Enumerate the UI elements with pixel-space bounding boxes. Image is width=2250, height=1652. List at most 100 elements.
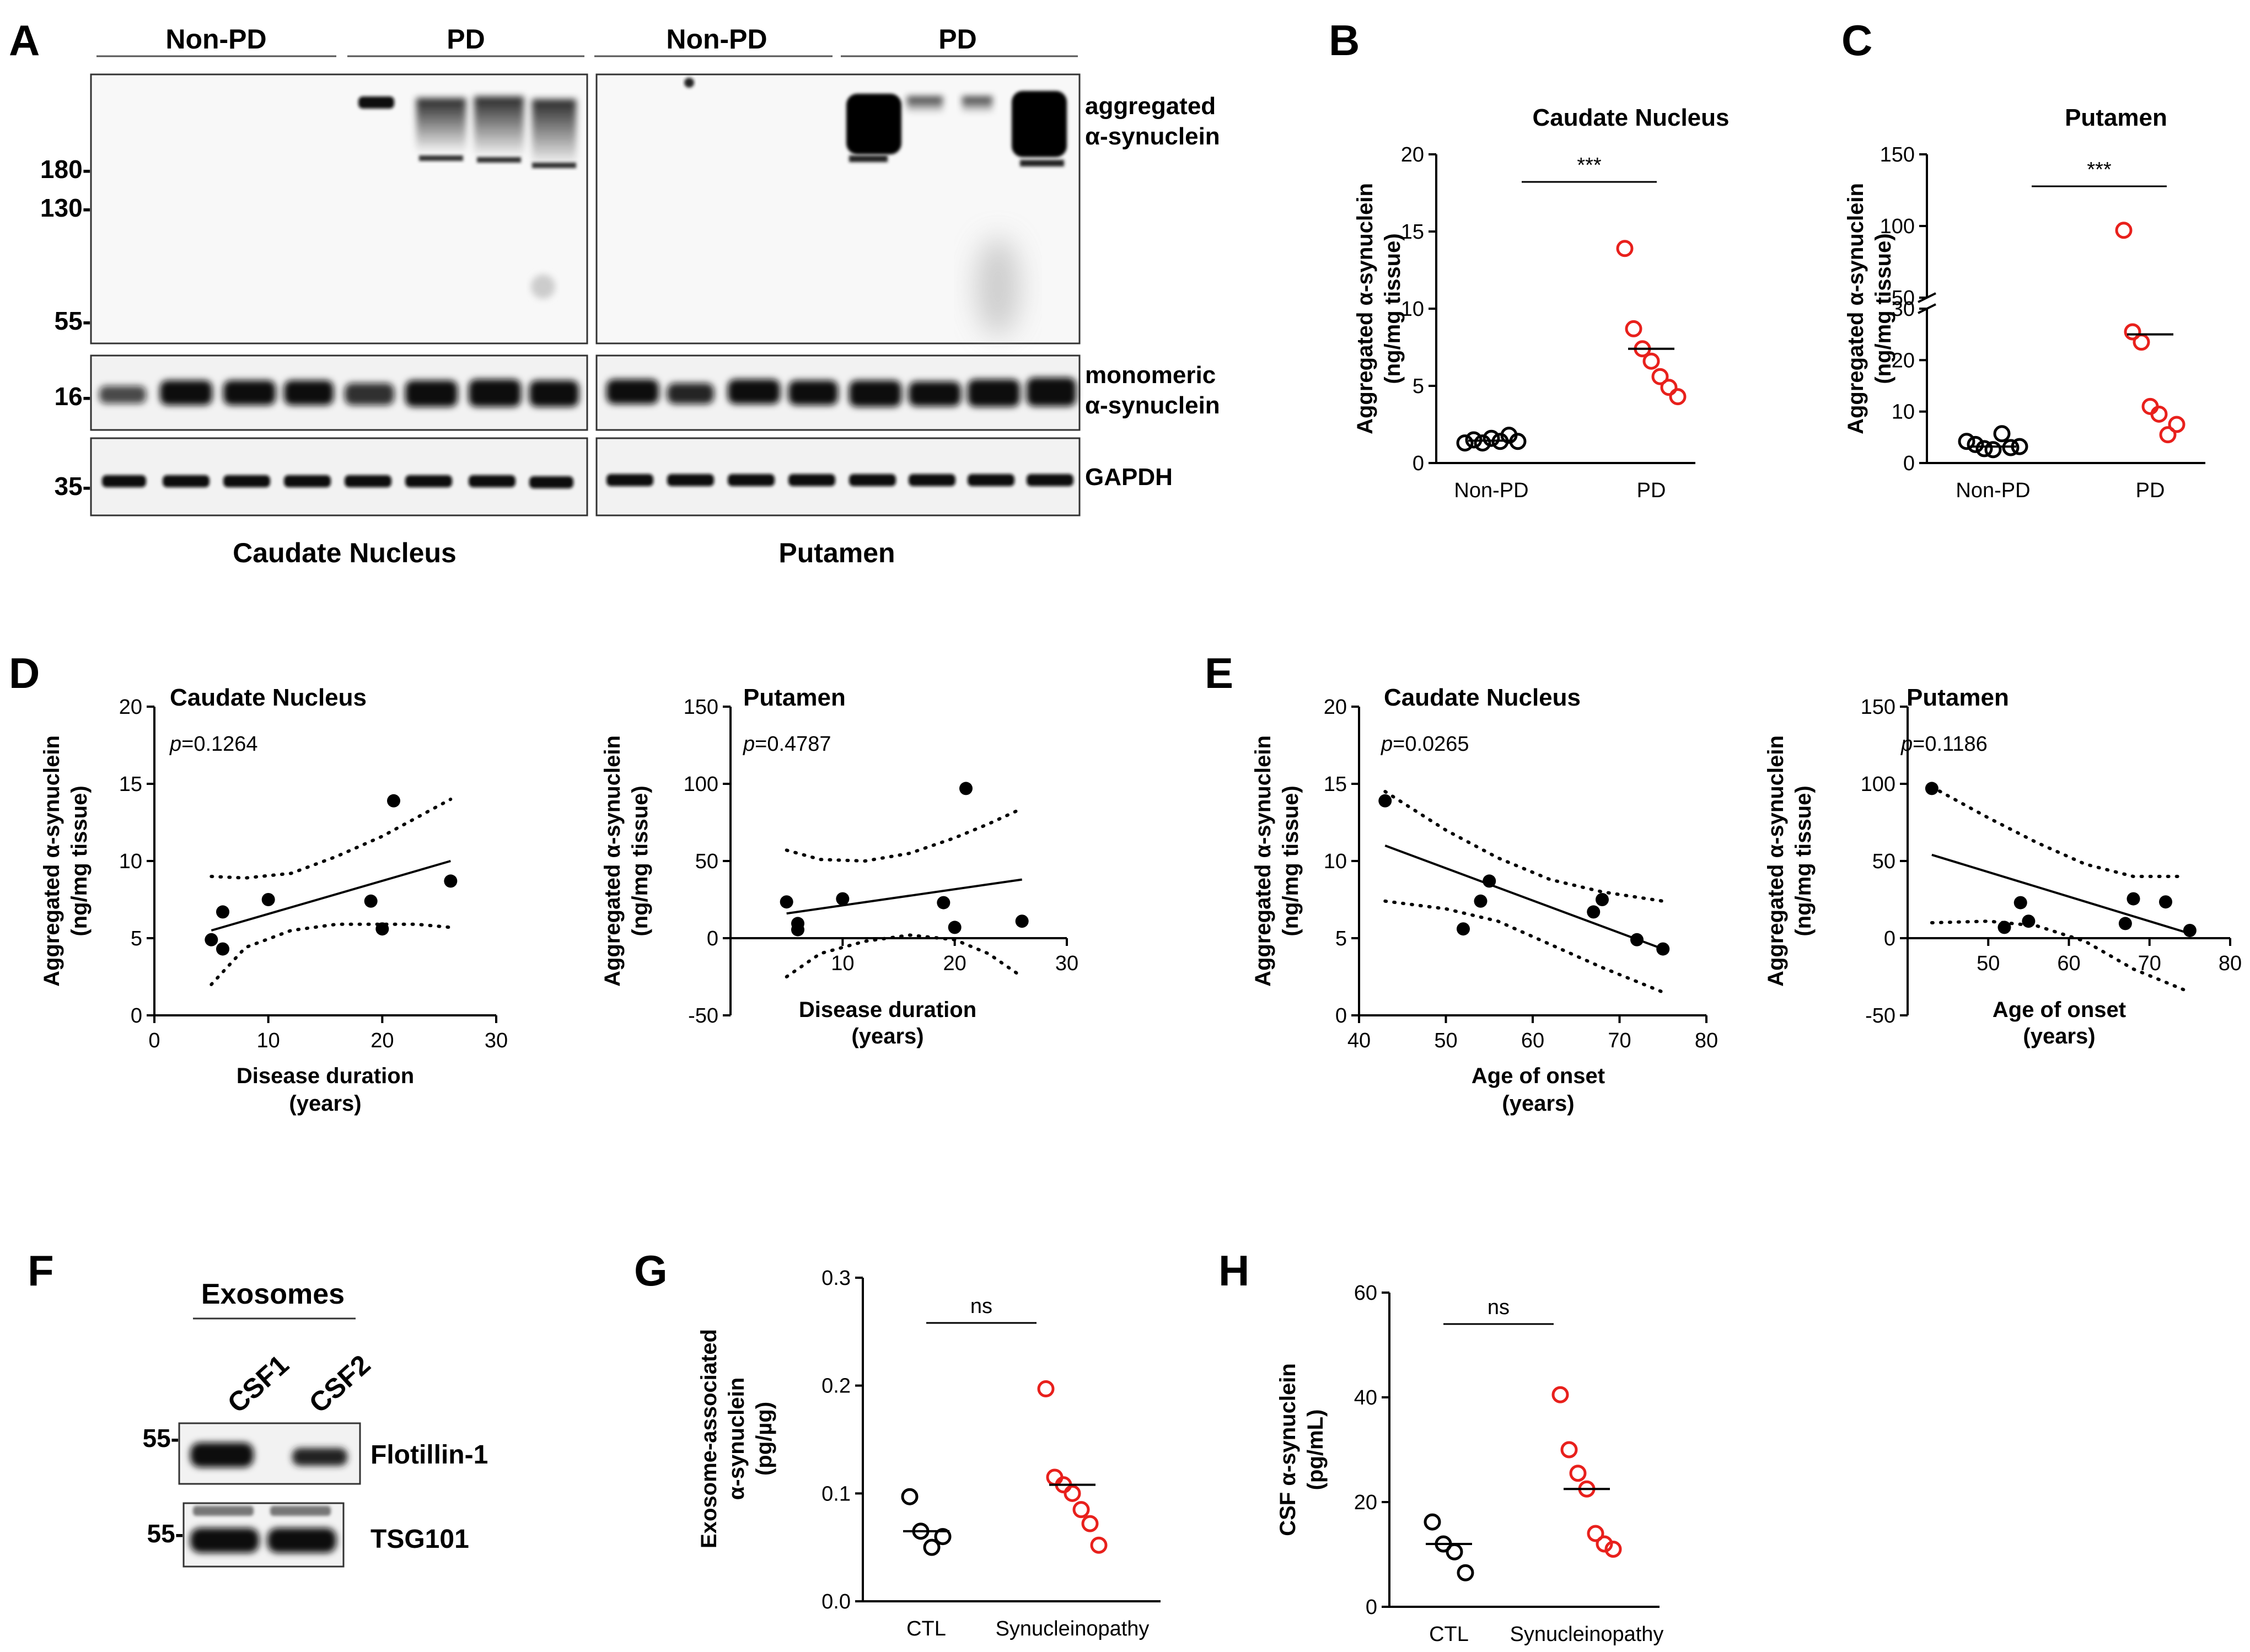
y-tick-label: 0 [1366, 1596, 1377, 1619]
band-label-flotillin: Flotillin-1 [370, 1440, 488, 1470]
blot-f-lane-label: CSF1 [222, 1349, 294, 1419]
mw-marker: 55- [55, 306, 91, 335]
y-tick-label: 0 [707, 927, 718, 950]
y-axis-label: (ng/mg tissue) [67, 785, 92, 936]
region-label: Caudate Nucleus [233, 537, 457, 568]
x-axis-label: (years) [289, 1091, 361, 1116]
data-point [1483, 874, 1496, 888]
regression-line [211, 860, 451, 932]
data-point [1446, 1543, 1463, 1560]
data-point [1656, 942, 1670, 956]
x-axis-label: Disease duration [799, 998, 976, 1022]
y-tick-label: -50 [688, 1004, 718, 1027]
y-tick-label: 0 [1413, 452, 1424, 475]
data-point [2159, 895, 2172, 909]
confidence-band-lower [785, 933, 1024, 978]
y-tick-label: 20 [1354, 1491, 1377, 1514]
chart-title: Caudate Nucleus [1533, 104, 1730, 131]
y-tick-label: 20 [1892, 349, 1915, 372]
x-axis-label: (years) [851, 1024, 923, 1048]
blot-f: Exosomes CSF1 CSF2 55- 55- Flotillin-1 T… [143, 1278, 488, 1568]
panel-label-h: H [1218, 1246, 1249, 1295]
blot-f-header: Exosomes [201, 1278, 345, 1310]
data-point [1984, 441, 2002, 459]
chart-title: Putamen [743, 684, 846, 711]
y-tick-label: 10 [1401, 298, 1424, 321]
significance-label: ns [970, 1295, 992, 1318]
x-tick-label: 80 [2219, 952, 2242, 975]
data-point [1015, 914, 1029, 928]
y-tick-label: 0.1 [821, 1482, 851, 1505]
y-tick-label: 5 [1413, 375, 1424, 398]
blot-a-aggregated [90, 73, 1081, 345]
y-axis-label: (ng/mg tissue) [628, 785, 652, 936]
significance-label: ns [1488, 1296, 1510, 1319]
chart-caudate-age-of-onset: 0 5 10 15 20 40 50 60 70 80 Caudate Nucleus p=0.026… [1251, 684, 1718, 1116]
blot-a-right-labels: aggregated α-synuclein monomeric α-synuc… [1085, 93, 1220, 491]
y-axis-label: Aggregated α-synuclein [1764, 735, 1788, 987]
y-tick-label: 60 [1354, 1282, 1377, 1305]
data-point [1551, 1386, 1569, 1403]
y-tick-label: 150 [1861, 696, 1895, 719]
data-point [959, 782, 973, 795]
chart-csf-synuclein: CSF α-synuclein (pg/mL) 0 20 40 60 CTL Synuclei… [1276, 1282, 1663, 1646]
data-point [2118, 917, 2132, 930]
data-point [934, 1528, 952, 1546]
y-axis-label: (pg/mL) [1303, 1409, 1328, 1490]
chart-title: Caudate Nucleus [1384, 684, 1581, 711]
data-point [1090, 1536, 1108, 1554]
x-tick-label: 40 [1347, 1029, 1371, 1052]
data-point [1651, 368, 1669, 385]
y-axis-label: (ng/mg tissue) [1871, 233, 1895, 384]
confidence-band-lower [210, 922, 453, 986]
significance-label: *** [1577, 154, 1602, 177]
y-tick-label: -50 [1865, 1004, 1895, 1027]
y-tick-label: 10 [119, 850, 142, 873]
panel-label-d: D [9, 649, 40, 697]
data-point [2022, 914, 2036, 928]
y-tick-label: 150 [684, 696, 718, 719]
mw-marker: 55- [147, 1519, 184, 1548]
data-point [1587, 905, 1601, 919]
data-point [1642, 352, 1660, 370]
confidence-band-upper [1930, 785, 2184, 878]
band-label-monomeric: α-synuclein [1085, 392, 1220, 419]
data-point [375, 922, 389, 936]
y-tick-label: 100 [1880, 215, 1915, 238]
confidence-band-upper [1383, 790, 1665, 903]
y-tick-label: 50 [1892, 287, 1915, 310]
y-tick-label: 0.2 [821, 1375, 851, 1398]
y-tick-label: 0 [1335, 1004, 1347, 1027]
data-point [2168, 416, 2185, 433]
x-tick-label: 60 [2057, 952, 2080, 975]
data-point [2133, 333, 2150, 351]
data-point [836, 892, 850, 906]
mw-marker: 55- [143, 1424, 179, 1452]
x-tick-label: Non-PD [1454, 479, 1528, 502]
data-point [387, 794, 400, 808]
y-tick-label: 15 [1324, 773, 1347, 796]
data-point [2115, 222, 2133, 239]
data-point [1560, 1441, 1578, 1459]
data-point [1424, 1513, 1441, 1531]
confidence-band-upper [785, 806, 1024, 863]
x-tick-label: 30 [1055, 952, 1078, 975]
blot-a-group-label: PD [938, 24, 976, 55]
y-tick-label: 50 [1872, 850, 1895, 873]
y-tick-label: 0 [1903, 452, 1915, 475]
x-tick-label: 20 [943, 952, 966, 975]
x-tick-label: PD [1637, 479, 1666, 502]
x-axis-label: (years) [2023, 1024, 2095, 1048]
data-point [1616, 240, 1634, 257]
x-tick-label: PD [2136, 479, 2165, 502]
data-point [1669, 388, 1687, 406]
p-value-annotation: p=0.1264 [169, 733, 258, 756]
x-tick-label: 10 [257, 1029, 280, 1052]
chart-exosome-associated: Exosome-associated α-synuclein (pg/µg) 0.0 0… [697, 1267, 1161, 1640]
data-point [1378, 794, 1392, 808]
chart-title: Putamen [2065, 104, 2167, 131]
x-tick-label: 20 [370, 1029, 394, 1052]
mw-marker: 130- [40, 193, 91, 222]
data-point [1474, 894, 1488, 908]
data-point [2127, 892, 2140, 906]
